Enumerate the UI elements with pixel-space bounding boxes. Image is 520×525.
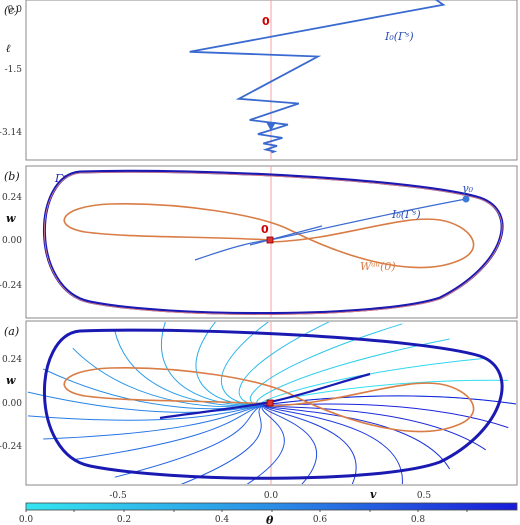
panel-b-gamma-inner xyxy=(44,171,503,315)
panel-b-i0-branch xyxy=(249,225,323,246)
panel-a-gamma-curve xyxy=(43,328,504,480)
panel-c-ytick-2: -3.14 xyxy=(0,128,22,138)
panel-a-fiber xyxy=(114,402,272,478)
panel-b-ylabel: w xyxy=(6,212,16,225)
panel-a-ytick-0: 0.24 xyxy=(2,355,22,365)
panel-b-i0-label: I₀(Γˢ) xyxy=(391,208,421,221)
panel-a-origin-marker xyxy=(266,399,274,407)
panel-a-fibers xyxy=(27,322,516,484)
panel-a-i0-thick xyxy=(159,372,371,420)
panel-a-label: (a) xyxy=(4,325,19,338)
panel-a-fiber xyxy=(220,322,272,406)
panel-a: (a) w 0.24 0.00 -0.24 -0.5 0.0 0.5 v xyxy=(0,321,516,501)
panel-a-xtick-2: 0.5 xyxy=(417,491,432,501)
colorbar-tick-2: 0.4 xyxy=(215,515,230,525)
panel-a-fiber xyxy=(72,402,272,461)
colorbar-tick-1: 0.2 xyxy=(117,515,131,525)
panel-a-fiber xyxy=(180,402,272,484)
panel-b-wuu-curve xyxy=(63,202,475,269)
panel-c-curve xyxy=(189,0,446,154)
panel-b-gamma0-point xyxy=(462,195,470,203)
panel-a-xtick-1: 0.0 xyxy=(264,491,279,501)
panel-b-gamma0-label: γ₀ xyxy=(462,182,474,195)
panel-a-fiber xyxy=(43,402,272,440)
panel-a-fiber xyxy=(195,322,272,406)
colorbar-ticks xyxy=(25,510,468,512)
panel-a-ytick-2: -0.24 xyxy=(0,442,22,452)
panel-a-fiber xyxy=(27,402,272,421)
panel-a-fiber xyxy=(246,402,285,484)
panel-b-ytick-0: 0.24 xyxy=(2,193,22,203)
panel-a-ylabel: w xyxy=(6,374,16,387)
panel-b-i0-curve xyxy=(194,198,467,261)
panel-c-curve-tip xyxy=(266,122,276,131)
panel-b-label: (b) xyxy=(4,170,20,183)
panel-a-ytick-1: 0.00 xyxy=(2,399,22,409)
panel-b-origin-marker xyxy=(266,236,274,244)
panel-b: (b) w 0.24 0.00 -0.24 Γˢ γ₀ 0 I₀(Γˢ) Wᵘᵘ… xyxy=(0,166,504,318)
panel-b-zero-label: 0 xyxy=(261,223,269,236)
panel-c-label: (c) xyxy=(4,4,19,17)
panel-c-curve-label: I₀(Γˢ) xyxy=(384,30,414,43)
colorbar-tick-0: 0.0 xyxy=(19,515,34,525)
panel-b-gamma-label: Γˢ xyxy=(54,172,67,185)
panel-b-ytick-2: -0.24 xyxy=(0,281,22,291)
panel-c-ytick-1: -1.5 xyxy=(5,65,23,75)
colorbar-tick-4: 0.8 xyxy=(411,515,426,525)
panel-b-ytick-1: 0.00 xyxy=(2,236,22,246)
panel-c-ylabel: ℓ xyxy=(6,42,11,55)
panel-a-fiber xyxy=(263,402,317,484)
colorbar-label: θ xyxy=(266,514,274,525)
panel-b-wuu-label: Wᵘᵘ(0) xyxy=(360,260,396,273)
panel-a-xtick-0: -0.5 xyxy=(109,491,127,501)
colorbar-tick-3: 0.6 xyxy=(313,515,328,525)
panel-a-fiber xyxy=(263,395,516,406)
panel-a-xlabel: v xyxy=(370,488,377,501)
panel-c: (c) ℓ 0.0 -1.5 -3.14 0 I₀(Γˢ) xyxy=(0,0,446,160)
panel-a-wuu-curve xyxy=(63,366,475,433)
colorbar xyxy=(25,502,518,511)
panel-c-zero-label: 0 xyxy=(262,15,270,28)
panel-b-gamma-curve xyxy=(42,169,504,316)
panel-c-ytick-0: 0.0 xyxy=(8,5,23,15)
